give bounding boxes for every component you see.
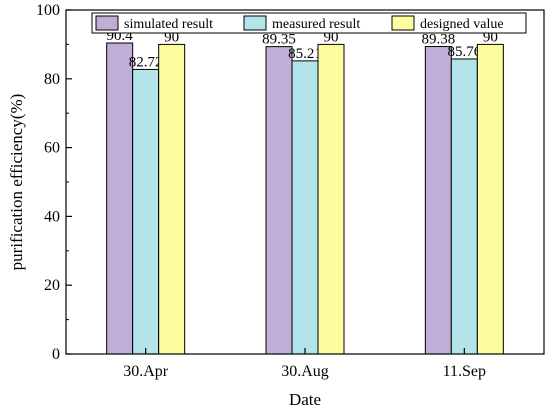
legend-label-2: measured result [272,17,360,32]
bar-1-3 [424,46,452,355]
y-tick-label: 0 [52,346,60,363]
y-tick-label: 20 [44,277,60,294]
data-label: 85.76 [447,44,481,60]
x-tick-label: 11.Sep [443,363,486,380]
legend-box [91,12,527,34]
bar-3-2 [317,43,345,355]
bar-3-1 [158,43,186,355]
x-axis-title: Date [289,390,321,409]
x-tick-label: 30.Apr [123,363,169,380]
data-label: 82.72 [129,54,163,70]
x-tick-label: 30.Aug [281,363,329,380]
y-tick-label: 100 [36,2,60,19]
bar-2-1 [132,68,160,355]
bar-2-2 [291,60,319,355]
legend-swatch-3 [391,15,415,31]
legend-label-3: designed value [420,17,504,32]
data-label: 89.35 [262,32,296,48]
y-axis-title: purification efficiency(%) [7,94,26,271]
data-label: 89.38 [421,32,455,48]
bar-3-3 [476,43,504,355]
y-tick-label: 60 [44,140,60,157]
y-tick-label: 80 [44,71,60,88]
legend-swatch-1 [95,15,119,31]
bar-1-2 [265,46,293,355]
y-tick-label: 40 [44,208,60,225]
data-label: 85.21 [288,46,322,62]
legend-label-1: simulated result [124,17,213,32]
bar-2-3 [450,58,478,355]
bar-1-1 [106,42,134,355]
legend-swatch-2 [243,15,267,31]
